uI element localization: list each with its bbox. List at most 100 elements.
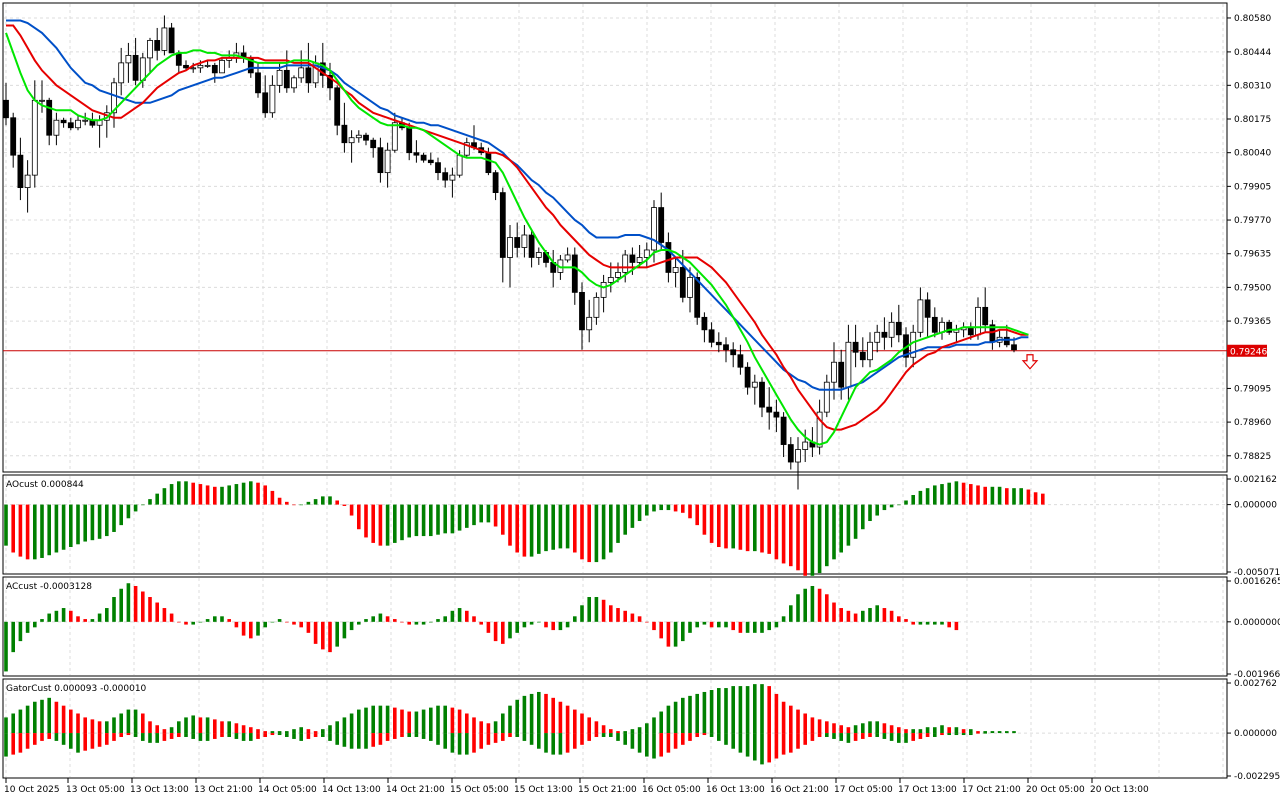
candle[interactable] <box>989 319 996 350</box>
candle[interactable] <box>240 45 247 63</box>
candle[interactable] <box>823 374 830 418</box>
candle[interactable] <box>24 160 31 213</box>
candle[interactable] <box>291 75 297 93</box>
candle[interactable] <box>658 192 665 250</box>
candle[interactable] <box>622 249 629 283</box>
candle[interactable] <box>838 349 845 400</box>
ac-panel[interactable]: 0.0016265 0.0000000 -0.0019660 ACcust -0.00… <box>2 576 1280 680</box>
candle[interactable] <box>60 117 67 128</box>
candle[interactable] <box>233 42 240 63</box>
candle[interactable] <box>737 344 744 375</box>
candle[interactable] <box>283 50 290 93</box>
candle[interactable] <box>953 324 960 343</box>
candle[interactable] <box>586 299 593 343</box>
candle[interactable] <box>1003 324 1010 348</box>
candle[interactable] <box>334 85 341 136</box>
candle[interactable] <box>708 322 715 348</box>
candle[interactable] <box>946 319 953 335</box>
candle[interactable] <box>521 225 528 258</box>
candle[interactable] <box>10 112 17 168</box>
candle[interactable] <box>298 50 305 83</box>
candle[interactable] <box>103 105 110 138</box>
candle[interactable] <box>751 374 758 405</box>
candle[interactable] <box>384 142 391 188</box>
candle[interactable] <box>759 377 765 418</box>
candle[interactable] <box>795 437 801 490</box>
candle[interactable] <box>867 332 873 368</box>
candle[interactable] <box>701 312 708 343</box>
candle[interactable] <box>442 167 449 188</box>
candle[interactable] <box>435 157 441 181</box>
candle[interactable] <box>46 97 53 146</box>
candle[interactable] <box>571 247 578 305</box>
candle[interactable] <box>924 292 931 338</box>
candle[interactable] <box>111 77 117 128</box>
candle[interactable] <box>427 152 434 166</box>
candle[interactable] <box>982 287 989 333</box>
candle[interactable] <box>312 55 319 88</box>
gator-panel[interactable]: 0.002762 0.000000 -0.002295 GatorCust 0.000… <box>2 678 1280 782</box>
candle[interactable] <box>53 112 60 146</box>
candle[interactable] <box>3 82 9 126</box>
candle[interactable] <box>211 62 218 83</box>
candle[interactable] <box>420 152 427 163</box>
candle[interactable] <box>147 37 153 73</box>
candle[interactable] <box>262 75 269 118</box>
candle[interactable] <box>39 80 45 113</box>
ao-panel[interactable]: 0.002162 0.000000 -0.005071 AOcust 0.000844 <box>2 474 1280 578</box>
candle[interactable] <box>219 57 225 74</box>
candle[interactable] <box>413 140 420 163</box>
candle[interactable] <box>600 274 607 313</box>
candle[interactable] <box>888 312 895 348</box>
price-panel[interactable]: 0.80580 0.80444 0.80310 0.80175 0.80040 0.799… <box>2 2 1271 490</box>
candle[interactable] <box>226 50 233 68</box>
candle[interactable] <box>17 137 24 201</box>
candle[interactable] <box>787 437 794 470</box>
candle[interactable] <box>744 362 751 395</box>
candle[interactable] <box>550 249 557 288</box>
candle[interactable] <box>593 292 600 325</box>
candle[interactable] <box>154 27 161 61</box>
candle[interactable] <box>492 170 499 201</box>
candle[interactable] <box>859 337 866 368</box>
candle[interactable] <box>802 429 809 463</box>
candle[interactable] <box>327 62 333 101</box>
candle[interactable] <box>564 247 571 263</box>
candle[interactable] <box>463 137 470 158</box>
candle[interactable] <box>874 324 881 353</box>
candle[interactable] <box>67 117 74 131</box>
candle[interactable] <box>514 222 521 258</box>
candle[interactable] <box>730 342 737 368</box>
candle[interactable] <box>82 112 89 126</box>
candle[interactable] <box>910 324 917 368</box>
candle[interactable] <box>125 42 132 83</box>
candle[interactable] <box>363 132 369 146</box>
candle[interactable] <box>507 225 513 288</box>
candle[interactable] <box>355 130 362 143</box>
candle[interactable] <box>168 22 175 54</box>
candle[interactable] <box>377 137 384 183</box>
candle[interactable] <box>715 332 722 353</box>
candle[interactable] <box>528 230 535 268</box>
candle[interactable] <box>895 304 902 343</box>
candle[interactable] <box>183 60 189 71</box>
candle[interactable] <box>960 322 967 338</box>
candle[interactable] <box>341 102 348 153</box>
candle[interactable] <box>204 60 211 68</box>
candle[interactable] <box>881 317 888 350</box>
candle[interactable] <box>996 329 1003 348</box>
candle[interactable] <box>305 42 312 93</box>
candle[interactable] <box>118 47 125 96</box>
candle[interactable] <box>931 307 938 338</box>
candle[interactable] <box>816 399 823 455</box>
candle[interactable] <box>348 130 355 163</box>
candle[interactable] <box>161 15 168 56</box>
candle[interactable] <box>665 232 672 283</box>
candle[interactable] <box>643 242 650 268</box>
candle[interactable] <box>449 167 456 198</box>
candle[interactable] <box>370 137 377 158</box>
candle[interactable] <box>132 37 139 86</box>
candle[interactable] <box>723 337 729 363</box>
candle[interactable] <box>269 75 276 118</box>
